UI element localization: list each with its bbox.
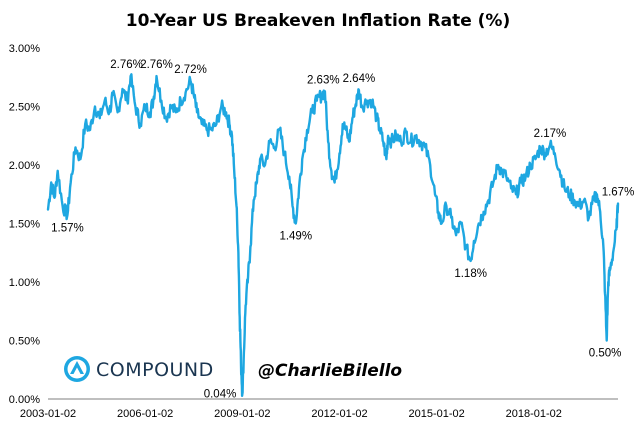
y-tick-label: 2.50% [9,102,40,114]
data-label: 0.50% [589,348,622,360]
y-tick-labels: 0.00% 0.50% 1.00% 1.50% 2.00% 2.50% 3.00% [9,43,40,406]
data-labels: 1.57%2.76%2.76% 2.72%0.04%1.49%2.63% 2.64%… [51,59,634,400]
chart-title: 10-Year US Breakeven Inflation Rate (%) [126,11,510,31]
data-label: 2.63% [307,74,340,86]
x-tick-label: 2003-01-02 [20,408,76,420]
compound-icon [64,356,90,382]
compound-logo: COMPOUND [64,356,214,382]
x-tick-label: 2006-01-02 [117,408,173,420]
y-tick-label: 3.00% [9,43,40,55]
x-tick-label: 2012-01-02 [311,408,367,420]
series-line [46,73,620,397]
data-label: 1.18% [454,268,487,280]
data-label: 1.67% [602,187,635,199]
data-label: 2.76% [110,59,143,71]
x-tick-labels: 2003-01-02 2006-01-02 2009-01-02 2012-01-02… [20,408,562,420]
x-tick-label: 2009-01-02 [214,408,270,420]
x-tick-label: 2015-01-02 [408,408,464,420]
y-tick-label: 0.50% [9,336,40,348]
data-label: 2.64% [343,73,376,85]
y-tick-label: 1.50% [9,219,40,231]
y-tick-label: 2.00% [9,160,40,172]
data-label: 1.49% [279,231,312,243]
y-tick-label: 1.00% [9,277,40,289]
y-tick-label: 0.00% [9,394,40,406]
data-label: 2.76% [140,59,173,71]
data-label: 1.57% [51,222,84,234]
x-tick-label: 2018-01-02 [506,408,562,420]
logo-text: COMPOUND [96,359,214,381]
data-label: 2.17% [534,128,567,140]
data-label: 0.04% [204,388,237,400]
data-label: 2.72% [174,64,207,76]
author-handle: @CharlieBilello [258,361,402,381]
